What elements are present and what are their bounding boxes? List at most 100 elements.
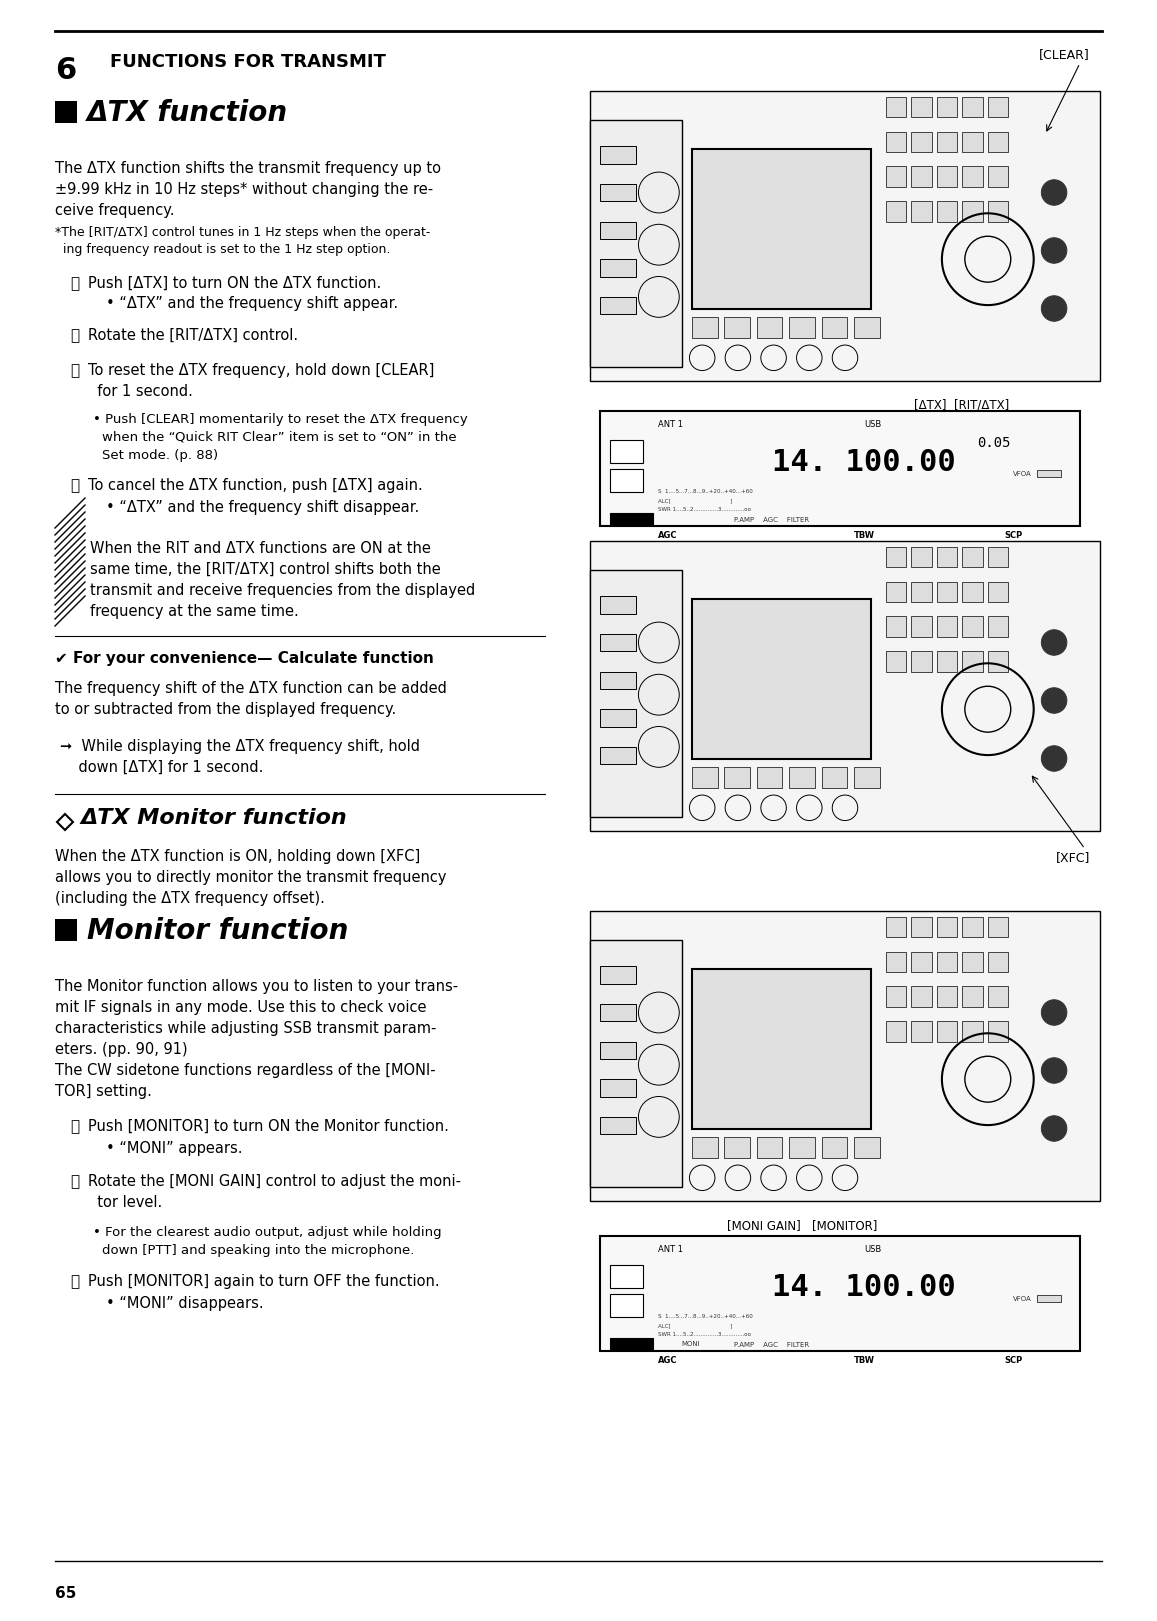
Bar: [692, 1138, 717, 1157]
Bar: [963, 616, 982, 637]
Bar: [590, 911, 1100, 1201]
Bar: [600, 966, 636, 984]
Bar: [821, 767, 847, 788]
Bar: [886, 201, 906, 222]
Bar: [590, 940, 681, 1187]
Text: P.AMP    AGC    FILTER: P.AMP AGC FILTER: [735, 1342, 810, 1349]
Bar: [886, 652, 906, 671]
Circle shape: [1041, 1115, 1067, 1141]
Bar: [937, 131, 957, 152]
Bar: [963, 1021, 982, 1042]
Bar: [610, 514, 653, 525]
Text: When the RIT and ΔTX functions are ON at the
same time, the [RIT/ΔTX] control sh: When the RIT and ΔTX functions are ON at…: [90, 541, 476, 619]
Text: • “MONI” appears.: • “MONI” appears.: [106, 1141, 243, 1156]
Bar: [610, 1294, 643, 1316]
Bar: [912, 917, 931, 937]
Text: ΔTX Monitor function: ΔTX Monitor function: [80, 807, 347, 828]
Circle shape: [1041, 687, 1067, 713]
Text: The frequency shift of the ΔTX function can be added
to or subtracted from the d: The frequency shift of the ΔTX function …: [56, 681, 447, 716]
Text: USB: USB: [864, 1245, 882, 1255]
Bar: [912, 652, 931, 671]
Bar: [886, 546, 906, 567]
Bar: [912, 952, 931, 973]
Bar: [610, 1264, 643, 1287]
Bar: [988, 582, 1008, 601]
Text: ALC[                                  ]: ALC[ ]: [657, 1323, 732, 1328]
Bar: [988, 987, 1008, 1007]
Bar: [988, 167, 1008, 186]
Bar: [886, 987, 906, 1007]
Text: TBW: TBW: [854, 1355, 875, 1365]
Text: AGC: AGC: [657, 1355, 677, 1365]
Text: • Push [CLEAR] momentarily to reset the ΔTX frequency: • Push [CLEAR] momentarily to reset the …: [93, 413, 467, 426]
Bar: [886, 917, 906, 937]
Bar: [886, 616, 906, 637]
Bar: [1037, 470, 1061, 477]
Circle shape: [1041, 746, 1067, 772]
Circle shape: [1041, 238, 1067, 263]
Bar: [600, 297, 636, 314]
Text: Rotate the [RIT/ΔTX] control.: Rotate the [RIT/ΔTX] control.: [88, 327, 299, 344]
Bar: [854, 767, 879, 788]
Bar: [912, 546, 931, 567]
Bar: [886, 1021, 906, 1042]
Bar: [988, 652, 1008, 671]
Text: [CLEAR]: [CLEAR]: [1039, 49, 1090, 62]
Bar: [937, 987, 957, 1007]
Text: ⓐ: ⓐ: [71, 1118, 79, 1135]
Text: ΔTX function: ΔTX function: [87, 99, 288, 126]
Text: ⓐ: ⓐ: [71, 276, 79, 292]
Text: To cancel the ΔTX function, push [ΔTX] again.: To cancel the ΔTX function, push [ΔTX] a…: [88, 478, 422, 493]
Bar: [937, 201, 957, 222]
Text: M1: M1: [624, 1339, 639, 1349]
Bar: [757, 1138, 782, 1157]
Bar: [937, 917, 957, 937]
Bar: [988, 952, 1008, 973]
Bar: [886, 131, 906, 152]
Bar: [724, 318, 750, 337]
Bar: [600, 671, 636, 689]
Bar: [600, 183, 636, 201]
Text: FUNCTIONS FOR TRANSMIT: FUNCTIONS FOR TRANSMIT: [110, 53, 386, 71]
Bar: [912, 131, 931, 152]
Text: SCP: SCP: [1004, 1355, 1023, 1365]
Text: ⓑ: ⓑ: [71, 1174, 79, 1188]
Bar: [963, 131, 982, 152]
Bar: [600, 1117, 636, 1135]
Bar: [590, 541, 1100, 832]
Circle shape: [1041, 180, 1067, 206]
Bar: [821, 1138, 847, 1157]
Bar: [600, 259, 636, 277]
Text: To reset the ΔTX frequency, hold down [CLEAR]
  for 1 second.: To reset the ΔTX frequency, hold down [C…: [88, 363, 434, 399]
Bar: [912, 1021, 931, 1042]
Bar: [1037, 1295, 1061, 1302]
Text: • “ΔTX” and the frequency shift appear.: • “ΔTX” and the frequency shift appear.: [106, 297, 398, 311]
Bar: [937, 97, 957, 117]
Bar: [56, 101, 78, 123]
Bar: [988, 131, 1008, 152]
Bar: [963, 582, 982, 601]
Bar: [692, 600, 870, 759]
Bar: [600, 1080, 636, 1096]
Bar: [912, 201, 931, 222]
Text: • For the clearest audio output, adjust while holding: • For the clearest audio output, adjust …: [93, 1225, 442, 1238]
Bar: [988, 97, 1008, 117]
Text: ➞  While displaying the ΔTX frequency shift, hold
    down [ΔTX] for 1 second.: ➞ While displaying the ΔTX frequency shi…: [60, 739, 420, 775]
Bar: [757, 318, 782, 337]
Bar: [692, 969, 870, 1128]
Bar: [610, 439, 643, 462]
Circle shape: [1041, 295, 1067, 321]
Bar: [692, 767, 717, 788]
Bar: [912, 616, 931, 637]
Text: ALC[                                  ]: ALC[ ]: [657, 498, 732, 503]
Text: SCP: SCP: [1004, 530, 1023, 540]
Bar: [854, 318, 879, 337]
Text: Rotate the [MONI GAIN] control to adjust the moni-
  tor level.: Rotate the [MONI GAIN] control to adjust…: [88, 1174, 460, 1209]
Bar: [963, 201, 982, 222]
Text: [ΔTX]  [RIT/ΔTX]: [ΔTX] [RIT/ΔTX]: [914, 399, 1009, 412]
Text: • “MONI” disappears.: • “MONI” disappears.: [106, 1297, 264, 1311]
Bar: [600, 634, 636, 652]
Text: SWR 1....5..2..............3.............oo: SWR 1....5..2..............3............…: [657, 507, 751, 512]
Bar: [937, 616, 957, 637]
Bar: [937, 167, 957, 186]
